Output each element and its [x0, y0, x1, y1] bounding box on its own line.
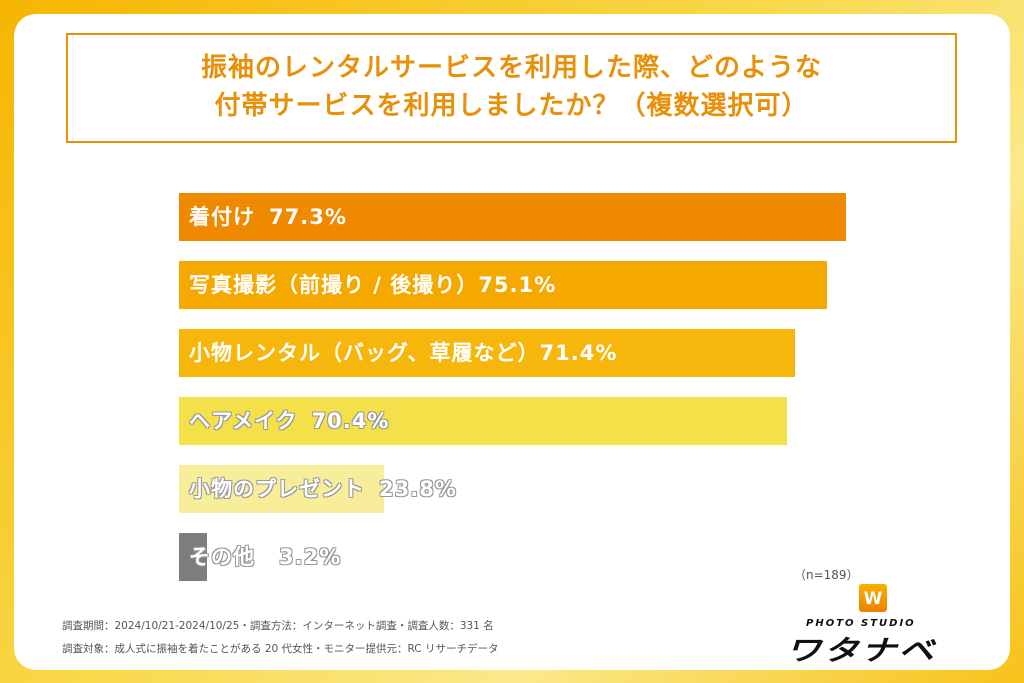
category-label: その他	[189, 545, 255, 569]
title-line-2: 付帯サービスを利用しましたか？（複数選択可）	[214, 91, 809, 121]
bar-label-2: 小物レンタル（バッグ、草履など）71.4%	[189, 329, 617, 377]
bar-label-0: 着付け 77.3%	[189, 193, 347, 241]
value-label: 70.4%	[311, 409, 390, 433]
logo-mark: W	[859, 584, 887, 612]
category-label: 小物レンタル（バッグ、草履など）	[189, 341, 540, 365]
footer-survey-target: 調査対象：成人式に振袖を着たことがある 20 代女性・モニター提供元：RC リサ…	[62, 643, 499, 655]
footer-survey-info: 調査期間：2024/10/21-2024/10/25・調査方法：インターネット調…	[62, 620, 494, 632]
sample-size: （n=189）	[794, 568, 859, 582]
value-label: 71.4%	[539, 341, 618, 365]
bar-label-3: ヘアメイク 70.4%	[189, 397, 389, 445]
bar-4	[179, 465, 385, 513]
title-line-1: 振袖のレンタルサービスを利用した際、どのような	[200, 53, 822, 84]
category-label: ヘアメイク	[189, 409, 298, 433]
bar-3	[179, 397, 787, 445]
bar-5	[179, 533, 207, 581]
category-label: 着付け	[189, 205, 255, 229]
category-label: 小物のプレゼント	[189, 477, 365, 501]
logo-subtitle: PHOTO STUDIO	[806, 618, 916, 629]
value-label: 77.3%	[269, 205, 347, 229]
category-label: 写真撮影（前撮り / 後撮り）	[189, 273, 479, 297]
logo-name: ワタナベ	[786, 634, 937, 667]
bar-label-1: 写真撮影（前撮り / 後撮り）75.1%	[189, 261, 556, 309]
chart-title: 振袖のレンタルサービスを利用した際、どのような 付帯サービスを利用しましたか？（…	[66, 33, 957, 143]
bar-2	[179, 329, 796, 377]
value-label: 75.1%	[478, 273, 557, 297]
value-label: 3.2%	[279, 545, 342, 569]
bar-label-5: その他 3.2%	[189, 533, 341, 581]
value-label: 23.8%	[379, 477, 457, 501]
bar-1	[179, 261, 828, 309]
bar-0	[179, 193, 847, 241]
bar-label-4: 小物のプレゼント 23.8%	[189, 465, 457, 513]
